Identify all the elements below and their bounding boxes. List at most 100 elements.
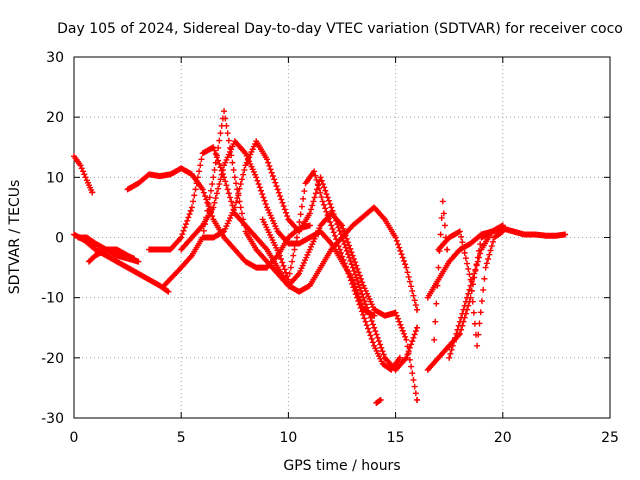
data-point [217,176,224,183]
data-point [404,269,411,276]
data-point [213,190,220,197]
data-point [202,193,209,200]
data-point [210,204,217,211]
data-point [378,344,385,351]
data-point [328,204,335,211]
data-point [222,115,229,122]
data-point [367,332,374,339]
data-point [561,231,568,238]
data-point [441,222,448,229]
data-point [485,255,492,262]
data-point [459,310,466,317]
data-point [276,252,283,259]
data-point [393,237,400,244]
data-point [223,122,230,129]
data-point [211,199,218,206]
data-point [316,185,323,192]
data-point [473,262,480,269]
data-point [353,274,360,281]
data-point [402,333,409,340]
data-point [433,300,440,307]
data-point [77,162,84,169]
data-point [432,318,439,325]
data-point [472,266,479,273]
data-point [397,247,404,254]
data-point [313,176,320,183]
data-point [410,334,417,341]
data-point [181,224,188,231]
data-point [311,194,318,201]
data-point [354,294,361,301]
data-point [351,287,358,294]
data-point [340,225,347,232]
data-point [412,302,419,309]
data-point [331,232,338,239]
data-point [222,178,229,185]
data-point [470,309,477,316]
data-point [488,243,495,250]
data-point [409,338,416,345]
data-point [350,284,357,291]
data-point [334,221,341,228]
series-arc-2 [71,231,172,295]
data-point [454,326,461,333]
data-point [277,193,284,200]
series-arc-3 [75,234,142,265]
data-point [478,298,485,305]
data-point [462,298,469,305]
data-point [216,160,223,167]
data-point [234,195,241,202]
data-point [78,165,85,172]
data-point [438,214,445,221]
data-point [467,276,474,283]
data-point [131,255,138,262]
data-point [359,279,366,286]
data-point [453,330,460,337]
data-point [477,309,484,316]
data-point [319,198,326,205]
data-point [399,327,406,334]
data-point [404,351,411,358]
data-point [376,397,383,404]
data-point [352,291,359,298]
data-point [405,348,412,355]
data-point [192,186,199,193]
data-point [369,339,376,346]
data-point [231,174,238,181]
data-point [311,168,318,175]
data-point [476,320,483,327]
data-point [263,156,270,163]
data-point [269,172,276,179]
data-point [255,181,262,188]
data-point [301,188,308,195]
data-point [460,244,467,251]
data-point [408,283,415,290]
data-point [398,251,405,258]
data-point [348,261,355,268]
data-point [230,166,237,173]
data-point [314,181,321,188]
data-point [225,190,232,197]
data-point [447,350,454,357]
data-point [399,254,406,261]
data-point [198,156,205,163]
data-point [437,231,444,238]
data-point [366,329,373,336]
data-point [349,264,356,271]
data-point [268,169,275,176]
data-point [324,212,331,219]
data-point [290,252,297,259]
data-point [253,174,260,181]
y-tick-label: -30 [41,411,64,427]
data-point [207,187,214,194]
data-point [411,331,418,338]
data-point [357,304,364,311]
data-point [215,144,222,151]
data-point [300,195,307,202]
data-point [266,162,273,169]
series-arc-1 [71,153,96,196]
x-tick-label: 5 [177,430,186,446]
data-point [375,338,382,345]
data-point [465,265,472,272]
data-point [203,196,210,203]
